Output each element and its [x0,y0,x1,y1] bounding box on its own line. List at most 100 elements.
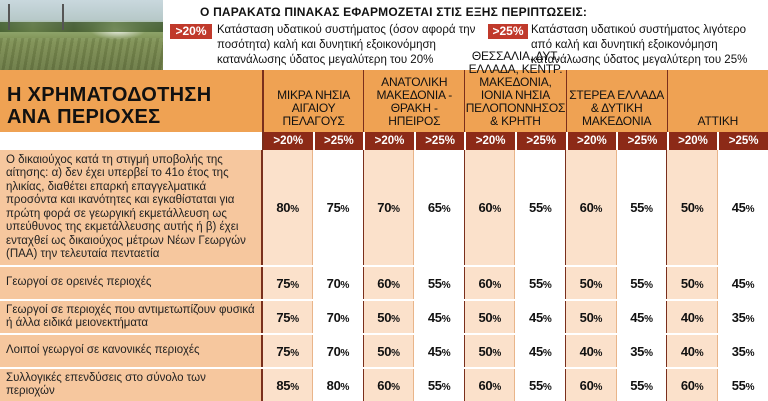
percent-sign: % [644,204,653,215]
field-furrows [0,38,163,70]
percentage-value: 45 [630,309,645,325]
percent-sign: % [745,347,755,359]
percentage-cell: 50% [362,334,414,369]
percentage-value: 70 [326,275,341,291]
percent-sign: % [391,279,400,291]
percent-sign: % [391,204,400,215]
percent-sign: % [290,347,299,359]
percent-sign: % [593,313,603,325]
percentage-cell: 55% [413,266,465,301]
note-over-25: Κατάσταση υδατικού συστήματος λιγότερο α… [531,24,748,66]
note-over-20: Κατάσταση υδατικού συστήματος (όσον αφορ… [217,24,476,66]
percentage-cell: 35% [615,334,667,369]
treeline [0,22,163,32]
percentage-value: 80 [276,200,291,215]
percentage-cell: 80% [312,368,364,401]
percentage-cell: 40% [666,334,718,369]
percent-sign: % [340,204,350,215]
percent-sign: % [694,204,704,215]
percentage-value: 60 [478,275,493,291]
percent-sign: % [593,279,603,291]
percentage-cell: 45% [716,150,768,267]
percentage-value: 55 [529,377,543,393]
utility-pole [8,4,10,30]
percent-sign: % [644,381,653,393]
percentage-cell: 35% [716,300,768,335]
percentage-value: 55 [630,377,645,393]
percent-sign: % [290,313,299,325]
main-title-line-2: ΑΝΑ ΠΕΡΙΟΧΕΣ [7,106,161,128]
percent-sign: % [391,347,400,359]
percent-sign: % [441,381,451,393]
percent-sign: % [644,313,653,325]
percentage-value: 55 [529,200,543,215]
percentage-value: 55 [427,377,442,393]
percentage-value: 60 [377,275,392,291]
percentage-value: 50 [680,275,695,291]
percentage-cell: 45% [615,300,667,335]
percent-sign: % [694,313,704,325]
percentage-cell: 45% [413,300,465,335]
percentage-cell: 50% [666,150,718,267]
percentage-cell: 55% [716,368,768,401]
subheader-over-20: >20% [666,132,718,150]
percentage-cell: 70% [312,300,364,335]
percentage-cell: 85% [261,368,313,401]
percentage-value: 45 [731,200,746,215]
percentage-value: 45 [529,343,543,359]
table-row: Ο δικαιούχος κατά τη στιγμή υποβολής της… [0,150,768,267]
region-header: ΣΤΕΡΕΑ ΕΛΛΑΔΑ & ΔΥΤΙΚΗ ΜΑΚΕΔΟΝΙΑ [565,70,667,132]
subheader-over-20: >20% [363,132,414,150]
percentage-value: 75 [276,275,291,291]
percentage-value: 35 [731,309,746,325]
subheader-over-20: >20% [262,132,313,150]
percentage-value: 60 [680,377,695,393]
percentage-value: 45 [731,275,746,291]
table-row: Γεωργοί σε περιοχές που αντιμετωπίζουν φ… [0,300,768,335]
percent-sign: % [441,279,451,291]
region-header: ΑΤΤΙΚΗ [666,70,768,132]
percentage-cell: 60% [565,150,617,267]
region-header: ΘΕΣΣΑΛΙΑ, ΔΥΤ. ΕΛΛΑΔΑ, ΚΕΝΤΡ. ΜΑΚΕΔΟΝΙΑ,… [464,50,565,132]
percent-sign: % [290,381,299,393]
percentage-cell: 60% [362,266,414,301]
percentage-value: 80 [326,377,341,393]
badge-over-25: >25% [488,24,528,39]
percent-sign: % [694,381,704,393]
percentage-cell: 50% [565,266,617,301]
percent-sign: % [745,381,755,393]
percentage-cell: 55% [615,368,667,401]
subheader-row: >20% >25% >20% >25% >20% >25% >20% >25% … [262,132,768,150]
percent-sign: % [644,279,653,291]
percentage-value: 55 [529,275,543,291]
percentage-cell: 75% [261,266,313,301]
percent-sign: % [441,313,451,325]
percentage-value: 40 [680,343,695,359]
percentage-cell: 45% [716,266,768,301]
percentage-cell: 50% [463,300,515,335]
percent-sign: % [391,313,400,325]
percent-sign: % [492,313,501,325]
percent-sign: % [593,347,603,359]
percent-sign: % [593,204,603,215]
percentage-value: 60 [478,377,493,393]
percentage-cell: 55% [615,266,667,301]
percentage-cell: 50% [362,300,414,335]
percentage-cell: 55% [514,368,566,401]
percentage-value: 55 [731,377,746,393]
percent-sign: % [492,279,501,291]
subheader-spacer [0,132,262,150]
percentage-cell: 75% [261,334,313,369]
badge-over-20: >20% [170,24,212,39]
percentage-value: 55 [427,275,442,291]
percentage-value: 40 [680,309,695,325]
percentage-value: 70 [326,309,341,325]
percent-sign: % [290,204,299,215]
percentage-cell: 60% [565,368,617,401]
utility-pole [62,4,64,30]
percentage-cell: 70% [362,150,414,267]
region-header: ΑΝΑΤΟΛΙΚΗ ΜΑΚΕΔΟΝΙΑ - ΘΡΑΚΗ - ΗΠΕΙΡΟΣ [363,70,464,132]
percentage-cell: 55% [514,266,566,301]
percent-sign: % [694,279,704,291]
subheader-over-25: >25% [312,132,364,150]
